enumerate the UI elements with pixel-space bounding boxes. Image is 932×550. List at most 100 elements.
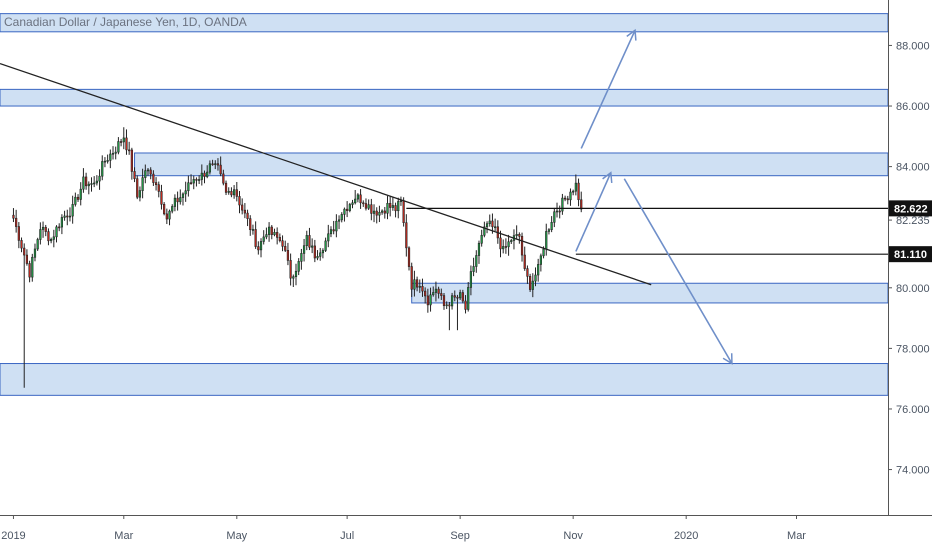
support-resistance-zone [411, 282, 889, 304]
y-tick-label: 74.000 [896, 465, 930, 477]
candle-body [163, 203, 166, 215]
candle-body [415, 279, 419, 288]
candle-body [128, 149, 131, 152]
x-tick-label: 2019 [1, 530, 25, 542]
candle-body [117, 141, 120, 153]
candle-body [235, 189, 238, 197]
candle-body [173, 197, 177, 207]
candle-body [418, 286, 421, 288]
candle-body [367, 204, 370, 209]
candle-body [276, 232, 279, 238]
candle-body [111, 152, 115, 155]
candle-body [383, 210, 386, 214]
candle-body [28, 263, 31, 278]
candle-body [47, 231, 50, 242]
candle-body [467, 287, 470, 310]
candle-body [305, 235, 308, 247]
candle-body [558, 210, 561, 213]
candle-body [491, 220, 494, 228]
candle-body [195, 179, 198, 181]
candle-body [572, 190, 575, 193]
price-label-text: 82.622 [894, 203, 928, 215]
candle-body [432, 292, 435, 296]
candle-body [529, 276, 532, 290]
candle-body [60, 217, 63, 228]
candle-body [292, 276, 295, 279]
candle-body [507, 241, 510, 248]
candle-body [442, 295, 446, 306]
candle-body [119, 141, 123, 143]
candle-body [550, 222, 553, 231]
candle-body [518, 234, 521, 237]
candle-body [356, 194, 359, 200]
candle-body [101, 161, 104, 177]
candle-body [192, 179, 195, 184]
candle-body [340, 214, 343, 221]
candle-body [12, 214, 15, 219]
candle-body [362, 202, 365, 205]
candle-body [146, 169, 150, 172]
candle-body [534, 274, 537, 282]
candle-body [300, 253, 303, 262]
support-resistance-zone [0, 363, 889, 396]
candle-body [98, 175, 101, 182]
candle-body [426, 295, 429, 306]
candle-body [33, 248, 37, 258]
candle-body [308, 235, 311, 248]
candle-body [106, 160, 109, 162]
support-resistance-zone [134, 152, 889, 177]
candle-body [327, 233, 330, 242]
candle-body [397, 201, 400, 212]
candle-body [461, 292, 464, 302]
candle-body [200, 172, 203, 180]
y-tick-label: 84.000 [896, 162, 930, 174]
candle-body [71, 204, 74, 217]
candle-body [477, 242, 481, 256]
candle-body [510, 240, 513, 243]
candle-body [179, 197, 182, 203]
candle-body [407, 247, 411, 267]
candle-body [187, 182, 190, 192]
candle-body [141, 177, 144, 191]
candle-body [122, 137, 125, 143]
candle-body [480, 234, 483, 244]
projection-arrow [580, 28, 637, 149]
candle-body [381, 210, 384, 213]
candle-body [25, 254, 29, 264]
candle-body [354, 198, 357, 204]
candle-body [114, 151, 117, 154]
candle-body [502, 246, 505, 250]
candle-body [337, 219, 341, 222]
candle-body [76, 196, 80, 200]
candle-body [405, 222, 408, 249]
candle-body [346, 208, 349, 211]
candle-body [31, 256, 34, 278]
candle-body [539, 255, 542, 265]
candle-body [249, 218, 252, 230]
candle-body [364, 203, 368, 209]
x-tick-label: Jul [340, 530, 354, 542]
candle-body [413, 279, 416, 290]
candle-body [335, 220, 338, 232]
candle-body [165, 213, 168, 220]
candle-body [216, 163, 220, 166]
candle-body [488, 220, 491, 224]
candle-body [391, 205, 394, 208]
candle-body [36, 239, 39, 250]
candle-body [370, 204, 373, 214]
candle-body [144, 170, 147, 178]
candle-body [294, 270, 298, 277]
x-tick-label: Mar [114, 530, 133, 542]
x-tick-label: 2020 [674, 530, 698, 542]
candle-body [93, 182, 96, 185]
candle-body [569, 191, 572, 201]
candle-body [222, 173, 225, 184]
candle-body [343, 208, 346, 215]
candle-body [262, 236, 265, 242]
candle-body [58, 226, 61, 229]
candle-body [55, 226, 58, 238]
candle-body [359, 194, 362, 204]
y-tick-label: 78.000 [896, 343, 930, 355]
